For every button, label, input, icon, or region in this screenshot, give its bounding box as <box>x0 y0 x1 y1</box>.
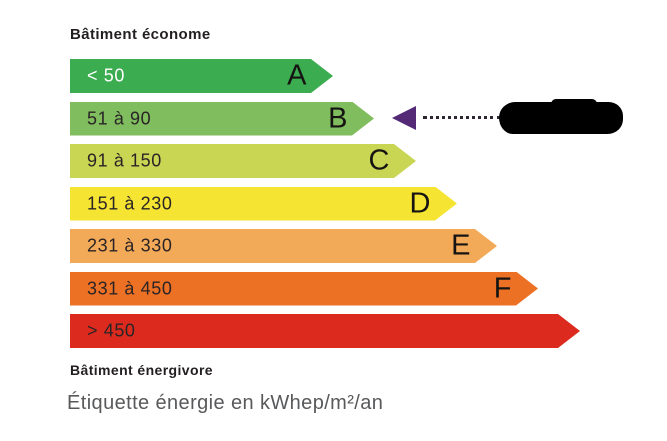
energy-bar-row-f: 331 à 450 F <box>70 272 538 306</box>
energy-bar-row-e: 231 à 330 E <box>70 229 497 263</box>
energy-bar-row-b: 51 à 90 B <box>70 102 374 136</box>
class-range: 231 à 330 <box>87 235 173 256</box>
class-range: 91 à 150 <box>87 150 162 171</box>
class-letter: C <box>368 144 390 177</box>
class-letter: D <box>409 187 431 219</box>
bottom-label: Bâtiment énergivore <box>70 362 213 378</box>
selection-arrow-icon <box>392 106 416 130</box>
class-range: 151 à 230 <box>87 193 173 213</box>
energy-bar-row-a: < 50 A <box>70 59 333 93</box>
dotted-connector-line <box>423 116 501 119</box>
energy-bar-row-c: 91 à 150 C <box>70 144 416 178</box>
energy-scale: < 50 A 51 à 90 B 91 à 150 C 151 à 230 D … <box>70 59 580 348</box>
energy-bar-row-d: 151 à 230 D <box>70 187 457 221</box>
class-letter: F <box>493 272 512 304</box>
class-letter: B <box>328 102 348 134</box>
class-letter: E <box>451 229 471 262</box>
energy-bar-row-g: > 450 <box>70 314 580 348</box>
caption: Étiquette énergie en kWhep/m²/an <box>67 392 384 414</box>
redaction-blob <box>499 99 623 134</box>
top-label: Bâtiment économe <box>70 26 211 43</box>
class-range: 51 à 90 <box>87 108 152 128</box>
class-letter: A <box>287 59 307 92</box>
class-range: 331 à 450 <box>87 278 173 298</box>
class-range: > 450 <box>87 320 136 341</box>
class-range: < 50 <box>87 65 125 86</box>
